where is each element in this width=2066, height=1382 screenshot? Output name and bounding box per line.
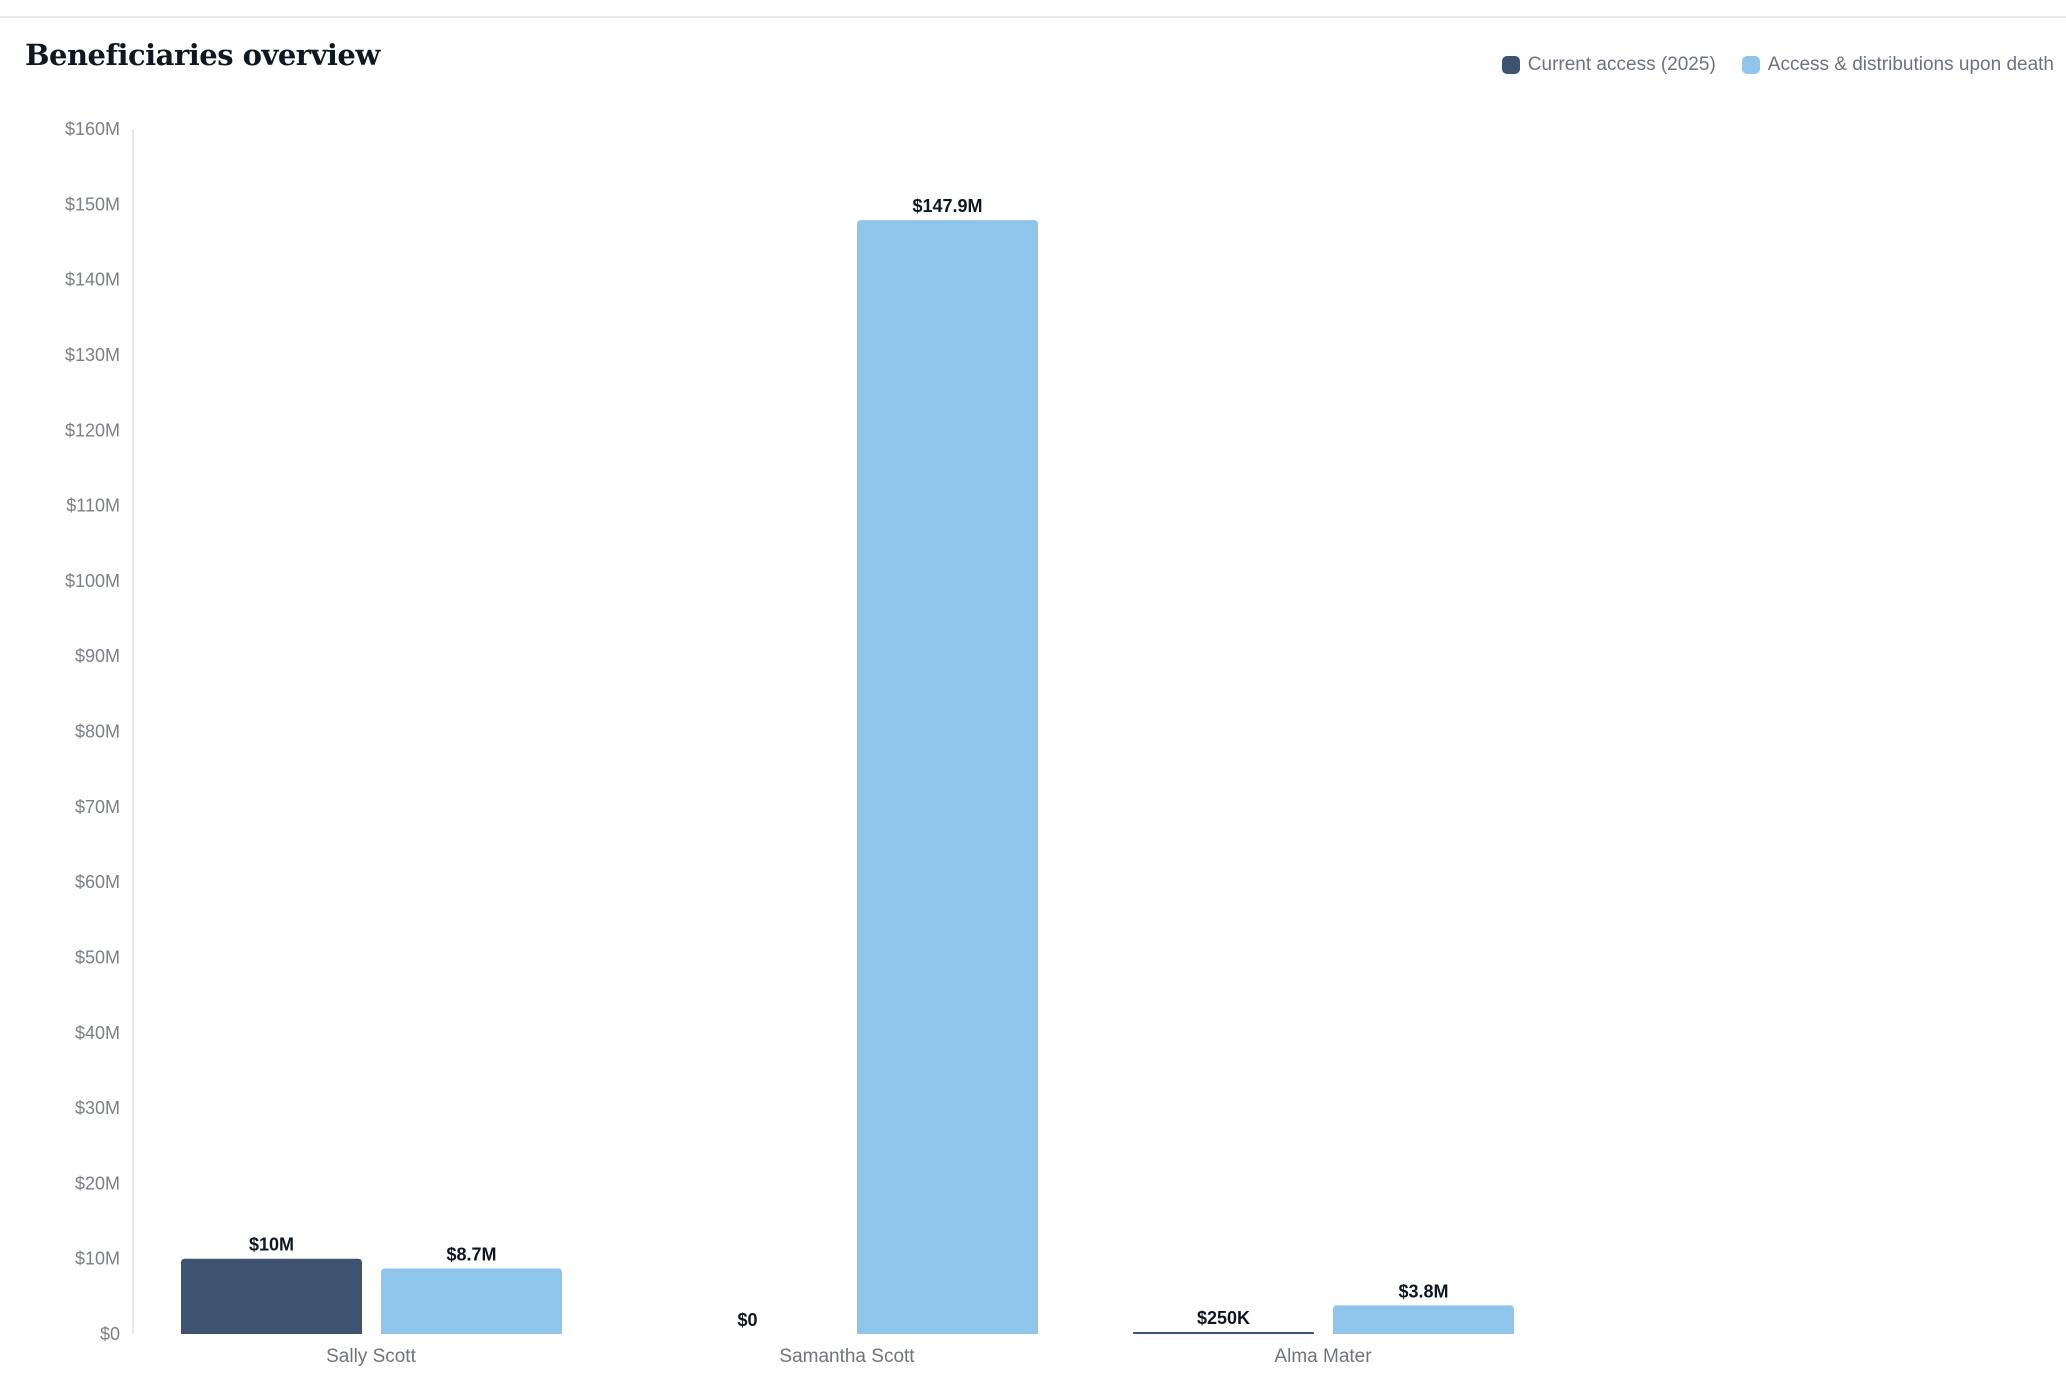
legend-label-upon-death: Access & distributions upon death	[1767, 54, 2054, 75]
legend-swatch-upon-death	[1741, 56, 1760, 74]
y-tick-label: $150M	[65, 194, 120, 214]
category-label: Alma Mater	[1274, 1346, 1372, 1367]
bar[interactable]	[1133, 1332, 1314, 1334]
y-tick-label: $140M	[65, 270, 120, 290]
y-tick-label: $110M	[66, 496, 120, 516]
bar-value-label: $8.7M	[446, 1244, 496, 1264]
y-axis-ticks: $0 $10M $20M $30M $40M $50M $60M $70M $80M $90M $1…	[65, 119, 120, 1344]
bars	[181, 220, 1514, 1334]
y-tick-label: $100M	[65, 571, 120, 591]
legend-label-current-access: Current access (2025)	[1527, 54, 1716, 75]
bar-value-label: $0	[737, 1310, 757, 1330]
legend-item-current-access[interactable]: Current access (2025)	[1501, 54, 1716, 76]
y-tick-label: $20M	[75, 1173, 120, 1193]
y-tick-label: $80M	[75, 722, 120, 742]
category-label: Samantha Scott	[779, 1346, 915, 1367]
y-tick-label: $90M	[75, 646, 120, 666]
y-tick-label: $10M	[75, 1249, 120, 1269]
legend-swatch-current-access	[1501, 56, 1520, 74]
category-label: Sally Scott	[326, 1346, 416, 1367]
legend: Current access (2025) Access & distribut…	[1501, 54, 2054, 76]
bar[interactable]	[181, 1258, 362, 1334]
bar-value-label: $3.8M	[1398, 1281, 1448, 1301]
y-tick-label: $70M	[75, 797, 120, 817]
bar-value-label: $147.9M	[912, 196, 982, 216]
y-tick-label: $160M	[65, 119, 120, 139]
y-tick-label: $30M	[75, 1098, 120, 1118]
y-tick-label: $40M	[75, 1023, 120, 1043]
chart-title: Beneficiaries overview	[25, 38, 380, 72]
bar[interactable]	[1333, 1305, 1514, 1334]
category-labels: Sally Scott Samantha Scott Alma Mater	[326, 1346, 1372, 1367]
data-labels: $10M $8.7M $0 $147.9M $250K $3.8M	[249, 196, 1449, 1330]
y-tick-label: $0	[100, 1324, 120, 1344]
y-tick-label: $120M	[65, 420, 120, 440]
bar-value-label: $250K	[1197, 1308, 1250, 1328]
legend-item-upon-death[interactable]: Access & distributions upon death	[1741, 54, 2054, 76]
y-tick-label: $60M	[75, 872, 120, 892]
y-tick-label: $130M	[65, 345, 120, 365]
bar[interactable]	[857, 220, 1038, 1334]
top-divider	[0, 16, 2066, 18]
bar[interactable]	[381, 1268, 562, 1334]
bar-value-label: $10M	[249, 1235, 294, 1255]
y-tick-label: $50M	[75, 947, 120, 967]
